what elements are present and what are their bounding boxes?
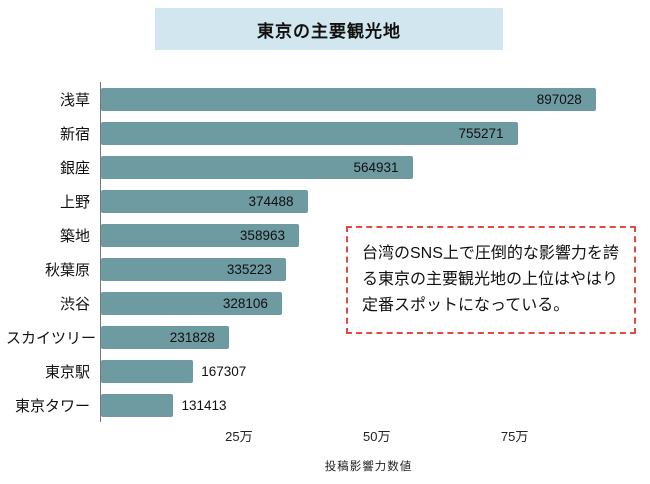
x-axis-title: 投稿影響力数値 xyxy=(324,461,413,473)
bar-row: 東京駅 167307 xyxy=(6,354,636,388)
bar-row: 築地 358963 xyxy=(6,218,636,252)
value-label: 131413 xyxy=(181,397,227,413)
bar-track: 131413 xyxy=(100,388,636,422)
bar: 131413 xyxy=(101,393,227,417)
bar: 328106 xyxy=(101,291,282,315)
value-label: 374488 xyxy=(248,193,294,209)
bar-track: 755271 xyxy=(100,116,636,150)
bar-track: 358963 xyxy=(100,218,636,252)
category-label: 渋谷 xyxy=(59,295,90,313)
category-label: 築地 xyxy=(59,227,90,245)
bar: 374488 xyxy=(101,189,308,213)
value-label: 755271 xyxy=(458,125,504,141)
bar-track: 167307 xyxy=(100,354,636,388)
x-axis-ticks: 25万 50万 75万 xyxy=(101,426,636,444)
annotation-box: 台湾のSNS上で圧倒的な影響力を誇る東京の主要観光地の上位はやはり定番スポットに… xyxy=(346,226,636,334)
value-label: 897028 xyxy=(536,91,582,107)
bar-row: 銀座 564931 xyxy=(6,150,636,184)
category-label: 新宿 xyxy=(59,125,90,143)
chart-title: 東京の主要観光地 xyxy=(257,21,401,41)
x-tick-label: 25万 xyxy=(225,429,253,444)
x-tick-label: 50万 xyxy=(363,429,391,444)
bar: 167307 xyxy=(101,359,246,383)
bar-row: 新宿 755271 xyxy=(6,116,636,150)
bar: 335223 xyxy=(101,257,286,281)
bar-row: 浅草 897028 xyxy=(6,82,636,116)
chart-title-box: 東京の主要観光地 xyxy=(155,8,503,50)
bar-rows: 浅草 897028 新宿 755271 銀座 564931 上野 374488 xyxy=(6,82,636,422)
x-tick-label: 75万 xyxy=(500,429,529,444)
value-label: 167307 xyxy=(201,363,247,379)
bar: 755271 xyxy=(101,121,518,145)
bar-row: スカイツリー 231828 xyxy=(6,320,636,354)
category-label: 浅草 xyxy=(59,91,90,109)
bar-row: 上野 374488 xyxy=(6,184,636,218)
annotation-text: 台湾のSNS上で圧倒的な影響力を誇る東京の主要観光地の上位はやはり定番スポットに… xyxy=(362,245,619,314)
bar: 231828 xyxy=(101,325,229,349)
bar: 564931 xyxy=(101,155,413,179)
category-label: 東京タワー xyxy=(14,397,90,415)
value-label: 564931 xyxy=(353,159,399,175)
bar-row: 東京タワー 131413 xyxy=(6,388,636,422)
bar-track: 335223 xyxy=(100,252,636,286)
bar-track: 897028 xyxy=(100,82,636,116)
category-label: 東京駅 xyxy=(44,363,90,381)
bar: 897028 xyxy=(101,87,596,111)
bar-row: 秋葉原 335223 xyxy=(6,252,636,286)
bar-track: 328106 xyxy=(100,286,636,320)
value-label: 328106 xyxy=(222,295,268,311)
bar-chart: 浅草 897028 新宿 755271 銀座 564931 上野 374488 xyxy=(6,82,636,422)
bar-track: 374488 xyxy=(100,184,636,218)
value-label: 231828 xyxy=(169,329,215,345)
value-label: 358963 xyxy=(239,227,285,243)
bar-track: 564931 xyxy=(100,150,636,184)
category-label: 秋葉原 xyxy=(44,261,90,279)
value-label: 335223 xyxy=(226,261,272,277)
bar-track: 231828 xyxy=(100,320,636,354)
category-label: スカイツリー xyxy=(6,329,97,347)
category-label: 銀座 xyxy=(59,159,90,177)
category-label: 上野 xyxy=(59,193,90,211)
bar-row: 渋谷 328106 xyxy=(6,286,636,320)
bar: 358963 xyxy=(101,223,299,247)
